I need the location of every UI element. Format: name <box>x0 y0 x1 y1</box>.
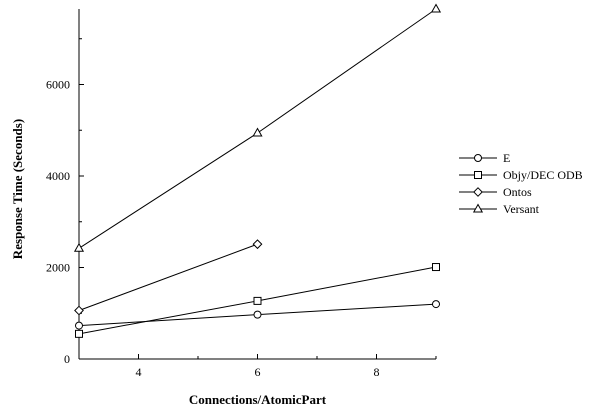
y-axis-title: Response Time (Seconds) <box>10 119 25 259</box>
series-ontos <box>74 239 263 316</box>
legend-label: Objy/DEC ODB <box>503 168 583 182</box>
y-tick-label: 2000 <box>46 260 70 274</box>
legend-label: Versant <box>503 202 540 216</box>
data-point-objy-dec-odb <box>75 329 83 338</box>
legend-item-objy-dec-odb: Objy/DEC ODB <box>459 168 583 182</box>
legend-item-ontos: Ontos <box>459 185 532 199</box>
axes <box>78 9 436 360</box>
legend-marker-versant <box>472 203 484 213</box>
x-tick-label: 6 <box>255 365 261 379</box>
legend-marker-ontos <box>473 187 483 197</box>
y-tick-label: 0 <box>64 352 70 366</box>
data-point-objy-dec-odb <box>253 296 262 305</box>
series-e <box>75 300 440 330</box>
ticks: 0 2000 4000 6000 4 6 8 <box>46 38 437 379</box>
data-point-e <box>75 321 83 330</box>
series-objy-dec-odb <box>75 263 440 338</box>
y-tick-label: 6000 <box>46 77 70 91</box>
data-point-ontos <box>252 239 263 250</box>
series-line-ontos <box>78 243 258 311</box>
y-tick-label: 4000 <box>46 169 70 183</box>
x-tick-label: 4 <box>136 365 142 379</box>
series-versant <box>73 3 442 252</box>
legend-label: E <box>503 151 510 165</box>
legend-label: Ontos <box>503 185 532 199</box>
x-axis-title: Connections/AtomicPart <box>189 392 327 407</box>
legend-item-versant: Versant <box>459 202 540 216</box>
data-point-objy-dec-odb <box>432 263 440 272</box>
legend-marker-objy-dec-odb <box>474 171 482 179</box>
plot-area <box>73 3 442 338</box>
data-point-versant <box>73 242 85 252</box>
data-point-ontos <box>74 305 84 316</box>
data-point-versant <box>252 127 263 137</box>
data-point-e <box>432 300 440 309</box>
legend-marker-e <box>474 154 482 162</box>
x-tick-label: 8 <box>374 365 380 379</box>
data-point-e <box>253 310 262 319</box>
legend: E Objy/DEC ODB Ontos Versant <box>459 151 583 216</box>
legend-item-e: E <box>459 151 510 165</box>
data-point-versant <box>430 3 442 13</box>
